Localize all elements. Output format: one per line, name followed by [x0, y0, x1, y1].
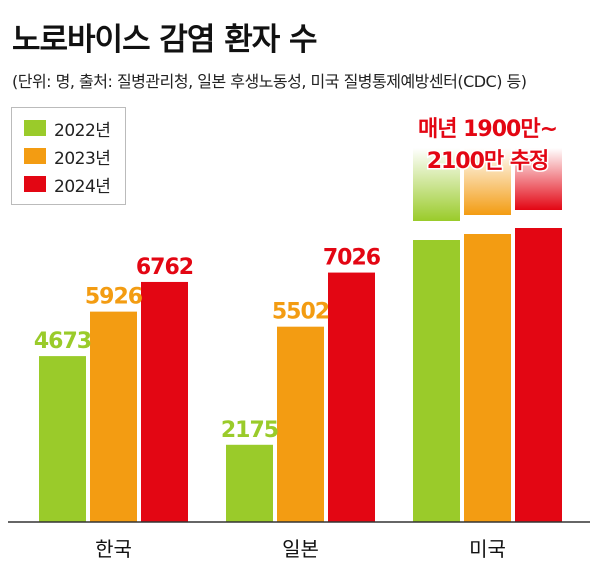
- bar-한국-2023년: [90, 311, 137, 522]
- bar-top-미국-2024년: [515, 148, 562, 210]
- bar-미국-2022년: [413, 240, 460, 522]
- category-label-일본: 일본: [282, 537, 319, 561]
- bar-top-미국-2023년: [464, 148, 511, 215]
- value-label-일본-2023년: 5502: [272, 300, 329, 325]
- legend-label-2024: 2024년: [54, 176, 111, 197]
- value-label-한국-2023년: 5926: [85, 285, 143, 310]
- bar-한국-2024년: [141, 281, 188, 522]
- bar-일본-2023년: [277, 326, 324, 522]
- legend-swatch-2023: [24, 148, 46, 164]
- legend-swatch-2022: [24, 120, 46, 136]
- legend-swatch-2024: [24, 176, 46, 192]
- category-label-한국: 한국: [95, 537, 132, 561]
- bar-한국-2022년: [39, 356, 86, 522]
- bar-일본-2022년: [226, 444, 273, 522]
- legend-label-2022: 2022년: [54, 120, 111, 141]
- legend-item-2024: 2024년: [24, 173, 111, 197]
- bar-미국-2024년: [515, 228, 562, 522]
- annotation-line-1: 매년 1900만~: [418, 117, 557, 142]
- bar-top-미국-2022년: [413, 148, 460, 221]
- legend-item-2023: 2023년: [24, 145, 111, 169]
- chart-title: 노로바이스 감염 환자 수: [12, 22, 318, 58]
- category-label-미국: 미국: [469, 537, 506, 561]
- bar-미국-2023년: [464, 234, 511, 522]
- legend-item-2022: 2022년: [24, 117, 111, 141]
- legend-label-2023: 2023년: [54, 148, 111, 169]
- value-label-일본-2022년: 2175: [221, 418, 278, 443]
- chart-subtitle: (단위: 명, 출처: 질병관리청, 일본 후생노동성, 미국 질병통제예방센터…: [12, 72, 527, 91]
- value-label-한국-2024년: 6762: [136, 255, 193, 280]
- value-label-일본-2024년: 7026: [323, 246, 381, 271]
- value-label-한국-2022년: 4673: [34, 329, 91, 354]
- legend: 2022년 2023년 2024년: [11, 107, 126, 205]
- annotation-line-2: 2100만 추정: [427, 149, 549, 174]
- bar-일본-2024년: [328, 272, 375, 522]
